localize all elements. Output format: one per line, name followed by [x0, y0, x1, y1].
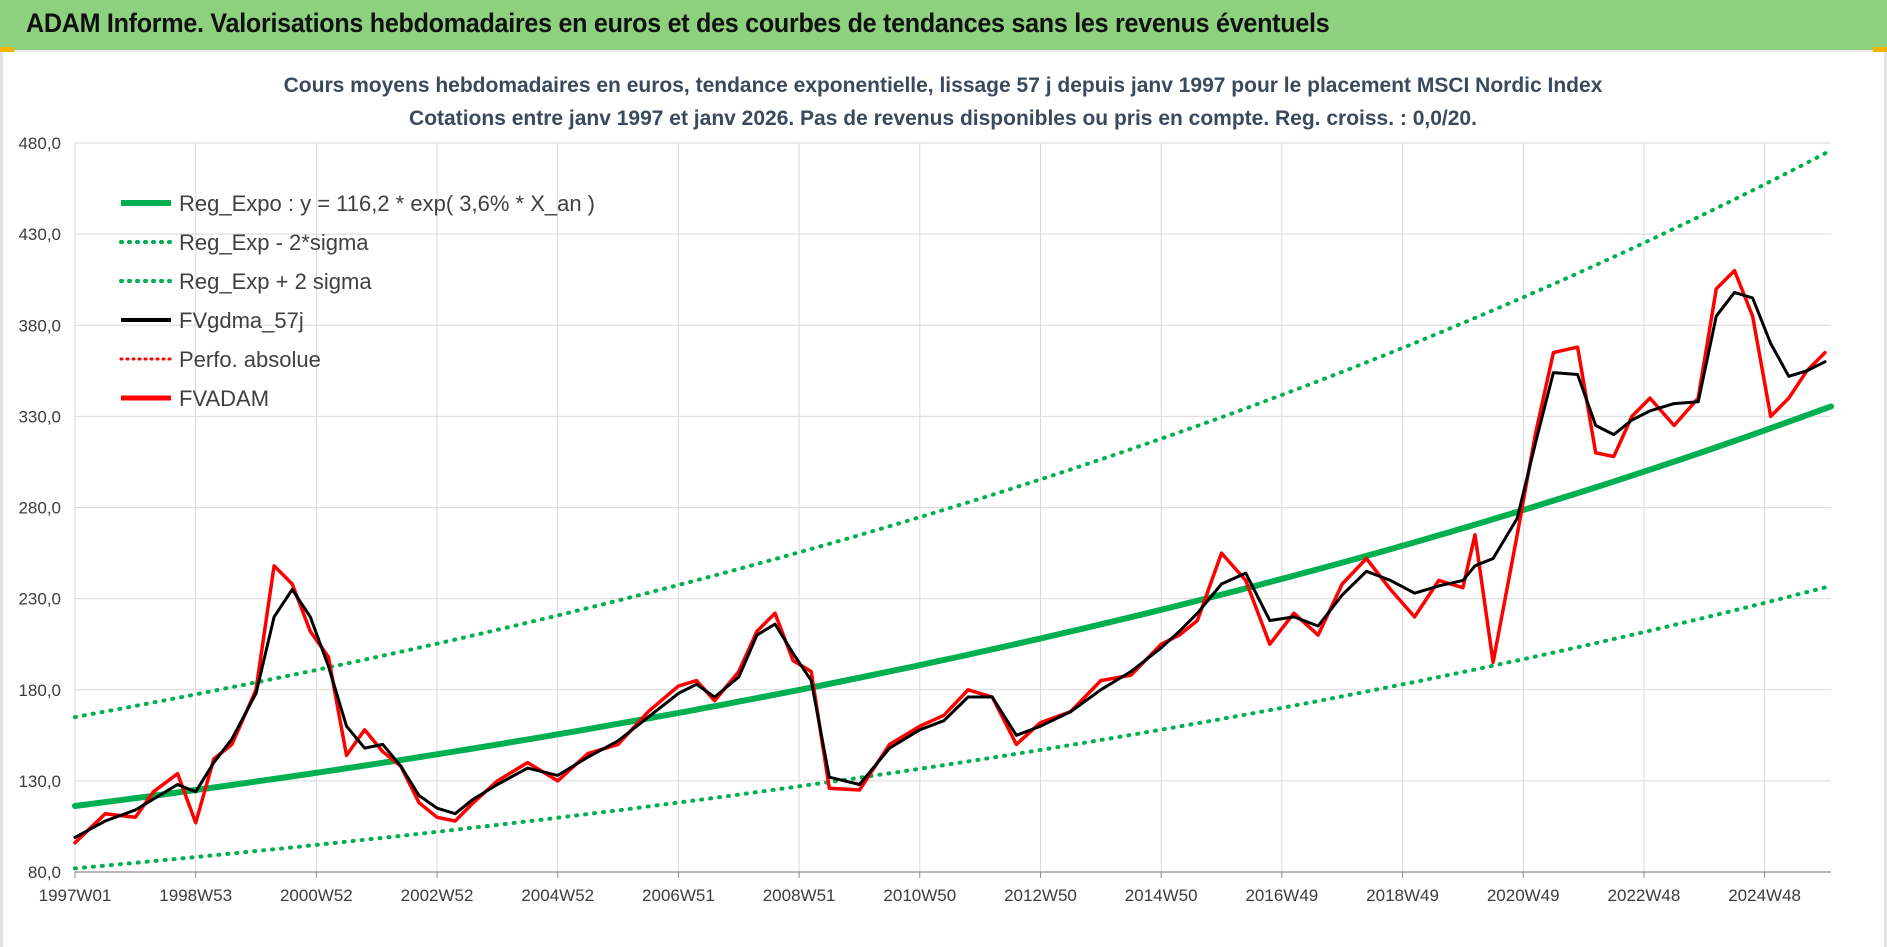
- x-tick-label: 2006W51: [642, 886, 715, 905]
- legend-label-reg-minus: Reg_Exp - 2*sigma: [179, 230, 369, 255]
- series-perfo-absolue: [74, 269, 1826, 844]
- series-layer: [72, 148, 1834, 871]
- x-tick-label: 2014W50: [1125, 886, 1198, 905]
- y-tick-label: 330,0: [18, 407, 61, 426]
- y-tick-label: 180,0: [18, 681, 61, 700]
- series-reg-minus-2sigma: [73, 583, 1833, 871]
- banner-title: ADAM Informe. Valorisations hebdomadaire…: [26, 8, 1330, 38]
- series-reg-plus-2sigma: [73, 148, 1833, 720]
- series-fvadam: [73, 268, 1827, 845]
- x-tick-label: 2024W48: [1728, 886, 1801, 905]
- y-tick-label: 380,0: [18, 316, 61, 335]
- banner: ADAM Informe. Valorisations hebdomadaire…: [0, 0, 1887, 52]
- chart-frame: 80,0 130,0 180,0 230,0 280,0 330,0 380,0 430,0 4…: [0, 52, 1887, 947]
- legend-label-reg-expo: Reg_Expo : y = 116,2 * exp( 3,6% * X_an …: [179, 191, 595, 216]
- corner-marker-right: [1873, 47, 1887, 52]
- series-reg-expo: [72, 403, 1834, 809]
- chart-title-line-1: Cours moyens hebdomadaires en euros, ten…: [284, 74, 1603, 97]
- y-tick-label: 130,0: [18, 772, 61, 791]
- legend-label-fvgdma: FVgdma_57j: [179, 308, 304, 333]
- x-tick-label: 2012W50: [1004, 886, 1077, 905]
- axis-layer: 80,0 130,0 180,0 230,0 280,0 330,0 380,0 430,0 4…: [18, 134, 1831, 905]
- legend-label-fvadam: FVADAM: [179, 386, 269, 411]
- series-fvgdma-57j: [73, 290, 1827, 839]
- x-tick-label: 2000W52: [280, 886, 353, 905]
- line-chart: 80,0 130,0 180,0 230,0 280,0 330,0 380,0 430,0 4…: [18, 74, 1834, 905]
- y-tick-label: 430,0: [18, 225, 61, 244]
- chart-title-line-2: Cotations entre janv 1997 et janv 2026. …: [409, 107, 1477, 130]
- x-tick-label: 2016W49: [1245, 886, 1318, 905]
- y-tick-label: 80,0: [28, 863, 61, 882]
- y-tick-label: 230,0: [18, 590, 61, 609]
- legend-label-perfo: Perfo. absolue: [179, 347, 321, 372]
- x-tick-label: 1997W01: [39, 886, 112, 905]
- legend: Reg_Expo : y = 116,2 * exp( 3,6% * X_an …: [119, 191, 595, 411]
- x-tick-label: 2018W49: [1366, 886, 1439, 905]
- corner-marker-left: [0, 47, 14, 52]
- x-tick-label: 1998W53: [159, 886, 232, 905]
- x-tick-label: 2020W49: [1487, 886, 1560, 905]
- x-tick-label: 2010W50: [883, 886, 956, 905]
- y-tick-label: 480,0: [18, 134, 61, 153]
- y-tick-label: 280,0: [18, 499, 61, 518]
- x-tick-label: 2022W48: [1608, 886, 1681, 905]
- x-tick-label: 2004W52: [521, 886, 594, 905]
- x-tick-label: 2002W52: [401, 886, 474, 905]
- legend-label-reg-plus: Reg_Exp + 2 sigma: [179, 269, 372, 294]
- x-tick-label: 2008W51: [763, 886, 836, 905]
